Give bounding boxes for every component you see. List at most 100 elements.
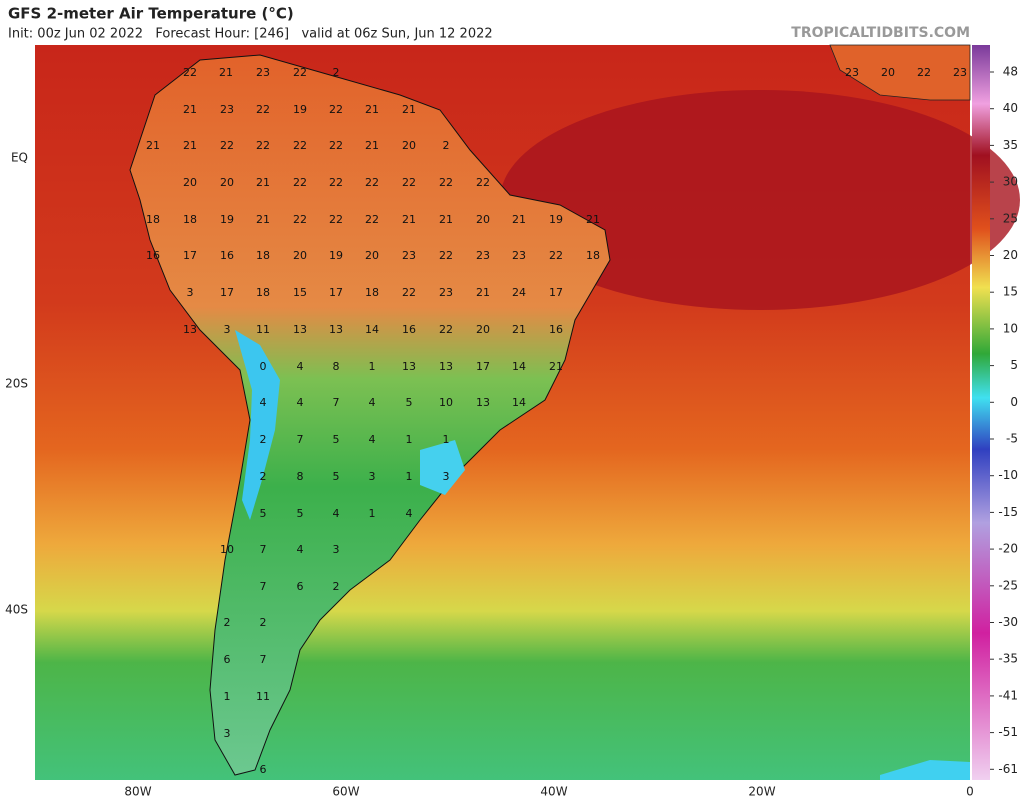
temperature-label: 2: [443, 139, 450, 152]
temperature-label: 20: [293, 249, 307, 262]
temperature-label: 8: [333, 360, 340, 373]
temperature-label: 22: [439, 323, 453, 336]
temperature-label: 5: [333, 470, 340, 483]
lon-label: 60W: [332, 785, 359, 799]
temperature-label: 5: [333, 433, 340, 446]
temperature-label: 13: [476, 396, 490, 409]
colorbar-label: 30: [1003, 175, 1018, 189]
temperature-label: 7: [260, 580, 267, 593]
temperature-label: 13: [402, 360, 416, 373]
temperature-label: 20: [183, 176, 197, 189]
colorbar-label: 40: [1003, 101, 1018, 115]
temperature-label: 1: [406, 470, 413, 483]
temperature-label: 23: [845, 66, 859, 79]
temperature-label: 22: [439, 176, 453, 189]
temperature-label: 4: [406, 507, 413, 520]
temperature-label: 4: [369, 433, 376, 446]
temperature-label: 1: [406, 433, 413, 446]
temperature-label: 2: [260, 433, 267, 446]
temperature-label: 16: [146, 249, 160, 262]
africa: [829, 44, 971, 101]
temperature-label: 21: [439, 213, 453, 226]
temperature-label: 4: [297, 396, 304, 409]
colorbar-label: -30: [998, 615, 1018, 629]
colorbar-label: -25: [998, 578, 1018, 592]
colorbar-label: 20: [1003, 248, 1018, 262]
temperature-label: 4: [369, 396, 376, 409]
colorbar-label: -61: [998, 762, 1018, 776]
temperature-label: 2: [333, 580, 340, 593]
temperature-label: 20: [476, 323, 490, 336]
temperature-label: 21: [512, 323, 526, 336]
temperature-label: 22: [183, 66, 197, 79]
lat-label: EQ: [11, 151, 28, 165]
south-america: [129, 54, 611, 776]
temperature-label: 22: [329, 103, 343, 116]
temperature-label: 5: [406, 396, 413, 409]
title: GFS 2-meter Air Temperature (°C): [8, 5, 294, 23]
temperature-label: 14: [512, 396, 526, 409]
temperature-label: 19: [329, 249, 343, 262]
temperature-label: 21: [256, 213, 270, 226]
temperature-label: 20: [365, 249, 379, 262]
temperature-label: 16: [220, 249, 234, 262]
temperature-label: 21: [365, 139, 379, 152]
temperature-label: 13: [439, 360, 453, 373]
andes-cold: [235, 330, 280, 520]
temperature-label: 22: [256, 103, 270, 116]
subtitle: Init: 00z Jun 02 2022 Forecast Hour: [24…: [8, 27, 493, 42]
temperature-label: 16: [549, 323, 563, 336]
temperature-label: 1: [369, 360, 376, 373]
temperature-label: 22: [329, 139, 343, 152]
temperature-label: 19: [220, 213, 234, 226]
colorbar-label: -35: [998, 652, 1018, 666]
temperature-label: 22: [402, 286, 416, 299]
colorbar-label: -5: [1006, 432, 1018, 446]
temperature-label: 22: [402, 176, 416, 189]
colorbar-label: -20: [998, 542, 1018, 556]
temperature-label: 3: [369, 470, 376, 483]
colorbar-label: 35: [1003, 138, 1018, 152]
colorbar-label: -51: [998, 725, 1018, 739]
temperature-label: 0: [260, 360, 267, 373]
temperature-label: 16: [402, 323, 416, 336]
temperature-label: 17: [476, 360, 490, 373]
temperature-label: 6: [224, 653, 231, 666]
temperature-label: 23: [512, 249, 526, 262]
map: [35, 44, 1020, 780]
temperature-label: 8: [297, 470, 304, 483]
temperature-label: 19: [293, 103, 307, 116]
colorbar-label: -41: [998, 688, 1018, 702]
temperature-label: 7: [333, 396, 340, 409]
temperature-label: 17: [329, 286, 343, 299]
lon-label: 40W: [540, 785, 567, 799]
temperature-label: 21: [183, 103, 197, 116]
temperature-label: 1: [224, 690, 231, 703]
temperature-label: 22: [293, 176, 307, 189]
temperature-label: 21: [476, 286, 490, 299]
temperature-label: 4: [297, 543, 304, 556]
temperature-label: 18: [365, 286, 379, 299]
colorbar-label: -10: [998, 468, 1018, 482]
temperature-label: 14: [365, 323, 379, 336]
temperature-label: 13: [329, 323, 343, 336]
colorbar-label: 15: [1003, 285, 1018, 299]
temperature-label: 22: [293, 66, 307, 79]
temperature-label: 1: [443, 433, 450, 446]
temperature-label: 21: [365, 103, 379, 116]
temperature-label: 21: [549, 360, 563, 373]
lat-label: 40S: [5, 603, 28, 617]
temperature-label: 22: [917, 66, 931, 79]
temperature-label: 21: [256, 176, 270, 189]
temperature-label: 2: [224, 616, 231, 629]
temperature-label: 22: [549, 249, 563, 262]
lon-label: 0: [966, 785, 974, 799]
antarctic-edge: [880, 760, 970, 780]
colorbar-label: 0: [1010, 395, 1018, 409]
temperature-label: 21: [586, 213, 600, 226]
temperature-label: 10: [220, 543, 234, 556]
site-name: TROPICALTIDBITS.COM: [791, 25, 970, 41]
colorbar-label: 25: [1003, 211, 1018, 225]
temperature-label: 20: [476, 213, 490, 226]
